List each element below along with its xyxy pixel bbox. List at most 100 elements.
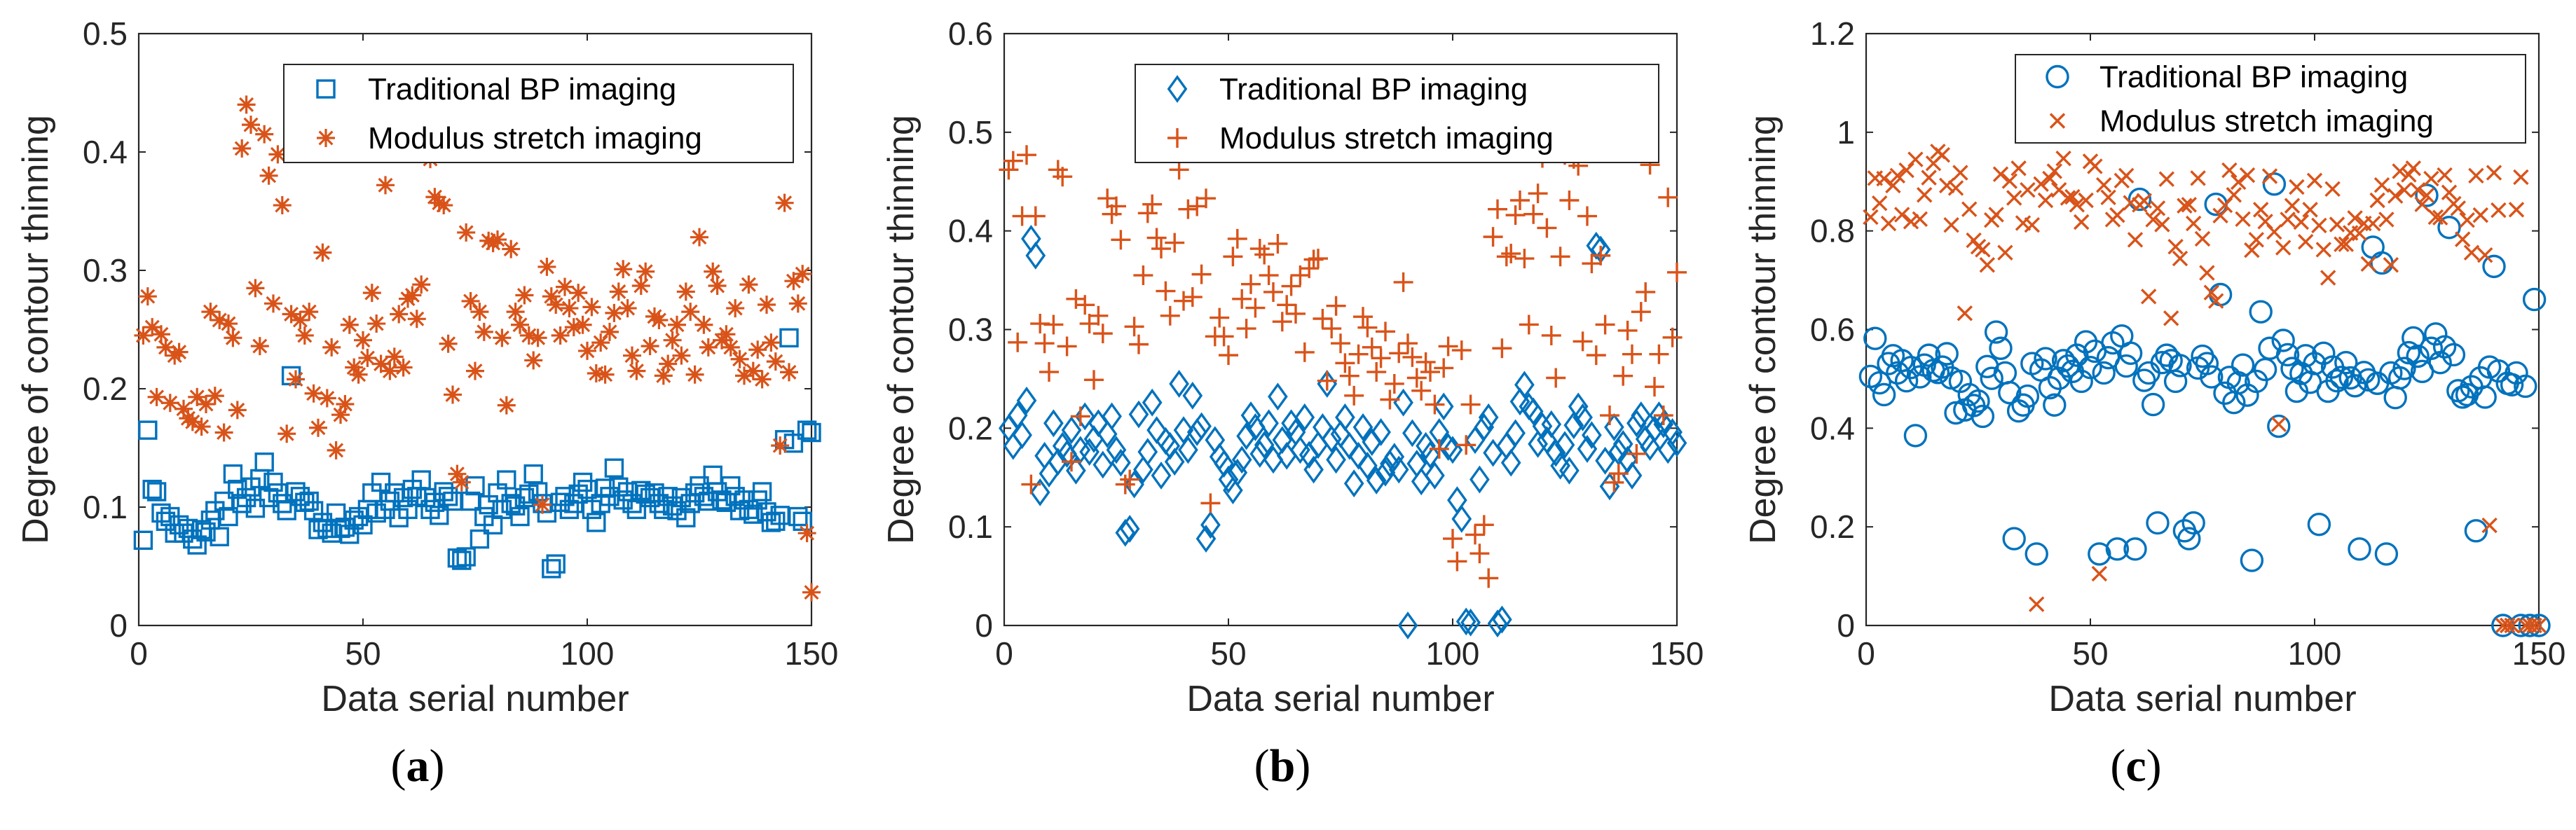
data-point <box>1402 419 1423 448</box>
data-point <box>640 337 659 356</box>
data-point <box>2177 198 2193 214</box>
data-point <box>672 346 691 365</box>
data-point <box>201 303 220 321</box>
data-point <box>2092 361 2116 385</box>
data-point <box>2001 173 2018 189</box>
data-point <box>748 340 767 359</box>
data-point <box>1074 402 1095 431</box>
data-point <box>1872 382 1896 407</box>
data-point <box>2266 223 2282 240</box>
x-tick-label: 100 <box>561 635 615 672</box>
data-point <box>2293 214 2310 230</box>
y-tick-label: 0.3 <box>948 312 993 348</box>
data-point <box>627 361 646 380</box>
data-point <box>1142 194 1163 214</box>
data-point <box>2491 202 2507 219</box>
data-point <box>596 365 615 384</box>
data-point <box>2472 207 2489 223</box>
data-point <box>142 479 162 499</box>
data-point <box>1880 215 1897 232</box>
data-point <box>1160 305 1180 326</box>
data-point <box>2514 374 2537 399</box>
data-point <box>1200 493 1221 513</box>
data-point <box>587 364 605 383</box>
data-point <box>1097 420 1118 448</box>
data-point <box>376 176 395 195</box>
data-point <box>2454 231 2471 247</box>
data-point <box>1366 362 1387 382</box>
data-point <box>349 365 368 384</box>
data-point <box>1348 441 1369 470</box>
data-point <box>1604 413 1624 441</box>
data-point <box>1416 431 1436 460</box>
data-point <box>2334 236 2350 252</box>
data-point <box>752 482 772 502</box>
data-point <box>1241 274 1261 294</box>
data-point <box>797 524 816 543</box>
data-point <box>1573 331 1593 352</box>
data-point <box>313 243 332 262</box>
data-point <box>1053 167 1073 187</box>
data-point <box>2414 196 2430 212</box>
data-point <box>1961 201 1978 217</box>
data-point <box>1196 188 1216 209</box>
data-point <box>322 338 341 357</box>
data-point <box>1268 382 1288 411</box>
data-point <box>1935 342 1959 366</box>
data-point <box>1988 207 2004 223</box>
data-point <box>1532 412 1553 441</box>
data-point <box>264 294 282 313</box>
data-point <box>1492 605 1512 634</box>
legend-marker <box>2046 64 2069 89</box>
data-point <box>1191 264 1212 284</box>
data-point <box>784 272 803 291</box>
data-point <box>1886 361 1910 385</box>
data-point <box>1916 187 1933 203</box>
data-point <box>2481 517 2498 534</box>
data-point <box>1128 400 1149 429</box>
data-point <box>255 125 274 144</box>
data-point <box>1649 401 1669 429</box>
data-point <box>2047 366 2071 390</box>
data-point <box>1626 409 1647 438</box>
data-point <box>1952 165 1968 181</box>
data-point <box>676 508 696 527</box>
data-point <box>273 196 292 215</box>
data-point <box>278 424 296 443</box>
data-point <box>2338 236 2355 252</box>
data-point <box>358 349 377 368</box>
data-point <box>245 498 266 518</box>
data-point <box>726 299 745 318</box>
legend-marker <box>316 79 336 99</box>
data-point <box>1200 511 1221 539</box>
data-point <box>1322 319 1342 339</box>
data-point <box>2302 202 2318 218</box>
data-point <box>1429 438 1449 459</box>
data-point <box>1622 344 1642 364</box>
data-point <box>197 394 215 413</box>
data-point <box>2427 209 2444 226</box>
data-point <box>2195 352 2219 375</box>
data-point <box>2504 617 2520 634</box>
data-point <box>2025 542 2048 566</box>
data-point <box>1380 450 1400 478</box>
data-point <box>1640 433 1660 462</box>
data-point <box>551 326 570 345</box>
data-point <box>156 338 175 357</box>
data-point <box>2199 265 2215 281</box>
data-point <box>2486 359 2511 383</box>
data-point <box>779 328 799 348</box>
data-point <box>268 145 287 164</box>
data-point <box>1514 371 1535 399</box>
data-point <box>2351 225 2368 242</box>
data-point <box>2424 322 2448 346</box>
data-point <box>1998 380 2022 405</box>
data-point <box>2306 172 2323 189</box>
data-point <box>1146 228 1167 248</box>
data-point <box>2522 287 2547 312</box>
data-point <box>591 333 610 352</box>
data-point <box>1460 394 1481 415</box>
data-point <box>690 228 708 247</box>
data-point <box>2141 392 2165 417</box>
